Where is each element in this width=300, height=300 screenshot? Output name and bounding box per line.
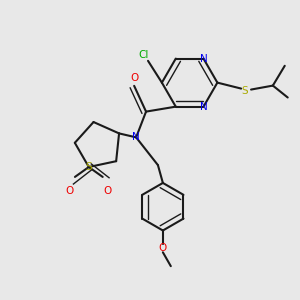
Text: O: O: [130, 73, 138, 83]
Text: Cl: Cl: [139, 50, 149, 60]
Text: O: O: [159, 243, 167, 253]
Text: N: N: [132, 132, 140, 142]
Text: N: N: [200, 102, 207, 112]
Text: S: S: [242, 85, 248, 96]
Text: S: S: [85, 162, 92, 172]
Text: O: O: [103, 186, 112, 196]
Text: O: O: [66, 186, 74, 196]
Text: N: N: [200, 54, 207, 64]
